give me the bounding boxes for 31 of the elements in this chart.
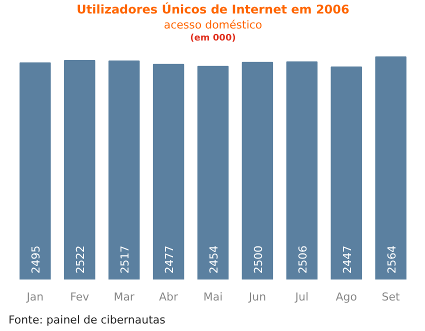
x-tick-label: Ago <box>336 290 358 304</box>
chart-title: Utilizadores Únicos de Internet em 2006 <box>76 2 350 16</box>
bar <box>152 64 184 280</box>
data-label: 2522 <box>74 246 88 274</box>
bar <box>330 66 362 280</box>
bar <box>375 56 406 280</box>
x-tick-label: Jul <box>294 290 309 304</box>
data-label: 2495 <box>30 246 43 274</box>
x-tick-label: Fev <box>70 290 90 304</box>
bar <box>108 60 140 280</box>
bar <box>64 60 96 280</box>
data-label: 2517 <box>118 246 132 274</box>
x-tick-label: Jan <box>26 290 44 304</box>
data-label: 2454 <box>208 246 220 274</box>
bar <box>20 62 51 280</box>
x-tick-label: Jun <box>248 290 266 304</box>
x-tick-label: Mai <box>203 290 223 304</box>
x-tick-label: Set <box>382 290 401 304</box>
data-label: 2447 <box>340 246 354 274</box>
source-note: Fonte: painel de cibernautas <box>8 314 166 326</box>
data-label: 2506 <box>296 246 310 274</box>
x-tick-label: Abr <box>159 290 179 304</box>
data-label: 2564 <box>385 246 398 274</box>
bar <box>242 62 274 280</box>
data-label: 2500 <box>252 246 265 274</box>
text: (em 000) <box>190 34 236 44</box>
data-label: 2477 <box>163 246 176 274</box>
bar <box>197 66 229 280</box>
chart-subtitle: acesso doméstico <box>164 18 262 32</box>
x-tick-label: Mar <box>114 290 135 304</box>
bar <box>286 61 318 280</box>
